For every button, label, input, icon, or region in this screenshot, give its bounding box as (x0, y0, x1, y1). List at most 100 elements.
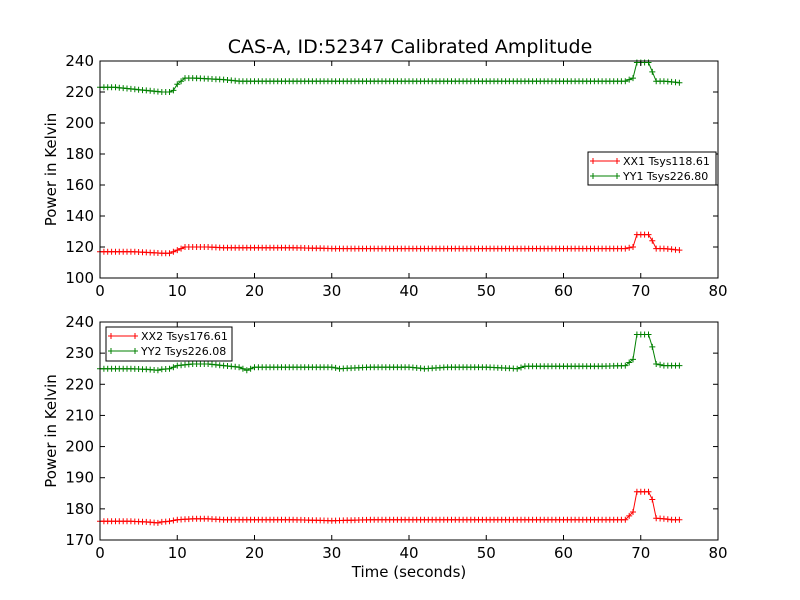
data-point-marker (645, 488, 652, 495)
y-tick-label: 240 (65, 52, 94, 70)
y-tick-label: 160 (65, 176, 94, 194)
data-point-marker (622, 245, 629, 252)
data-point-marker (166, 250, 173, 257)
legend: XX1 Tsys118.61 YY1 Tsys226.80 (587, 151, 717, 186)
legend-swatch-marker (590, 158, 620, 164)
data-point-marker (645, 331, 652, 338)
data-point-marker (332, 364, 339, 371)
panel-bottom: 0 10 20 30 40 50 60 70 80 170 180 190 200 210 220 230 24… (42, 313, 728, 581)
data-point-marker (626, 359, 633, 366)
y-tick-label: 180 (65, 500, 94, 518)
data-point-marker (649, 68, 656, 75)
data-point-marker (676, 516, 683, 523)
data-point-marker (174, 247, 181, 254)
x-tick-label: 80 (708, 544, 727, 562)
data-point-marker (166, 89, 173, 95)
data-point-marker (630, 75, 636, 82)
data-point-marker (154, 519, 161, 526)
data-point-marker (630, 356, 636, 363)
y-tick-label: 100 (65, 269, 94, 287)
legend-swatch-marker (108, 333, 138, 339)
data-point-marker (630, 244, 636, 250)
data-point-marker (170, 364, 177, 371)
data-point-marker (630, 509, 636, 515)
y-tick-label: 220 (65, 83, 94, 101)
legend-swatch-marker (108, 348, 138, 354)
y-tick-label: 200 (65, 438, 94, 456)
x-tick-label: 70 (631, 282, 650, 300)
y-tick-label: 170 (65, 531, 94, 549)
y-tick-label: 200 (65, 114, 94, 132)
data-point-marker (170, 87, 177, 94)
y-tick-label: 230 (65, 344, 94, 362)
data-point-marker (174, 81, 181, 88)
data-point-marker (626, 244, 633, 251)
data-point-marker (626, 512, 633, 519)
x-tick-label: 20 (245, 282, 264, 300)
data-point-marker (649, 343, 656, 350)
data-point-marker (247, 365, 254, 372)
x-tick-label: 40 (399, 282, 418, 300)
y-tick-label: 240 (65, 313, 94, 331)
data-point-marker (170, 248, 177, 255)
x-tick-label: 30 (322, 282, 341, 300)
legend-box (587, 151, 717, 186)
x-tick-label: 50 (477, 544, 496, 562)
data-point-marker (622, 516, 629, 523)
data-point-marker (328, 364, 335, 371)
x-tick-label: 10 (168, 282, 187, 300)
data-point-marker (676, 79, 683, 86)
series-markers-2 (97, 331, 683, 374)
data-point-marker (657, 361, 664, 368)
data-point-marker (170, 517, 177, 524)
data-point-marker (178, 245, 185, 252)
panel-top: 0 10 20 30 40 50 60 70 80 100 120 140 160 180 200 220 24… (42, 52, 728, 300)
legend-entry-label: YY1 Tsys226.80 (622, 170, 708, 183)
x-tick-label: 0 (95, 544, 105, 562)
y-tick-label: 180 (65, 145, 94, 163)
legend-entry-label: YY2 Tsys226.08 (140, 345, 226, 358)
series-markers-1 (97, 488, 683, 526)
x-tick-label: 60 (554, 282, 573, 300)
x-tick-label: 10 (168, 544, 187, 562)
x-tick-label: 60 (554, 544, 573, 562)
y-tick-label: 190 (65, 469, 94, 487)
data-point-marker (649, 237, 656, 244)
data-point-marker (626, 76, 633, 83)
legend-entry-label: XX1 Tsys118.61 (623, 155, 710, 168)
x-axis-label: Time (seconds) (351, 563, 467, 581)
y-tick-label: 210 (65, 406, 94, 424)
data-point-marker (243, 367, 250, 374)
data-point-marker (653, 361, 660, 367)
data-point-marker (676, 362, 683, 369)
data-point-marker (178, 78, 185, 85)
x-tick-label: 20 (245, 544, 264, 562)
legend-swatch-marker (590, 173, 620, 179)
data-point-marker (154, 367, 161, 374)
y-tick-label: 120 (65, 238, 94, 256)
data-point-marker (239, 365, 246, 372)
data-point-marker (622, 362, 629, 369)
x-tick-label: 30 (322, 544, 341, 562)
x-tick-label: 0 (95, 282, 105, 300)
x-tick-label: 50 (477, 282, 496, 300)
series-markers-1 (97, 231, 683, 257)
legend-entry-label: XX2 Tsys176.61 (141, 330, 228, 343)
data-point-marker (166, 518, 173, 525)
y-axis-label: Power in Kelvin (42, 374, 60, 488)
data-point-marker (236, 364, 243, 371)
x-tick-label: 70 (631, 544, 650, 562)
data-point-marker (514, 365, 521, 372)
x-tick-label: 40 (399, 544, 418, 562)
legend: XX2 Tsys176.61 YY2 Tsys226.08 (105, 326, 233, 362)
data-point-marker (645, 231, 652, 238)
chart-title: CAS-A, ID:52347 Calibrated Amplitude (228, 36, 593, 58)
y-tick-label: 220 (65, 375, 94, 393)
data-point-marker (676, 247, 683, 254)
x-tick-label: 80 (708, 282, 727, 300)
legend-box (105, 326, 233, 362)
y-tick-label: 140 (65, 207, 94, 225)
data-point-marker (649, 496, 656, 503)
